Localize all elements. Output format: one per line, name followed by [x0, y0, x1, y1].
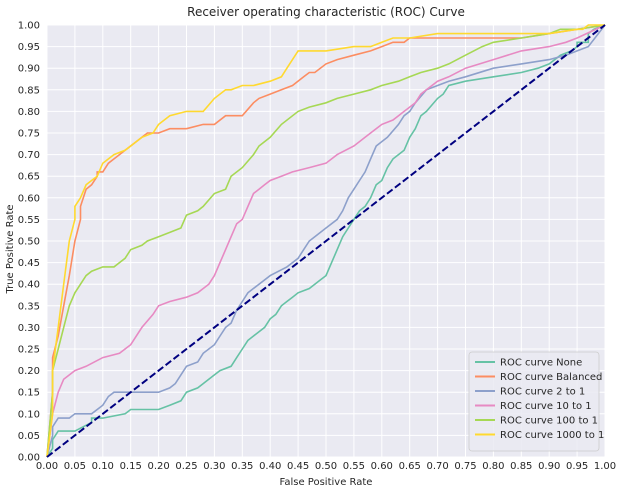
x-tick-label: 0.25: [175, 461, 197, 472]
x-tick-label: 0.65: [399, 461, 421, 472]
y-tick-label: 0.80: [18, 107, 40, 118]
y-tick-label: 0.40: [18, 280, 40, 291]
y-tick-label: 0.15: [18, 388, 40, 399]
x-tick-label: 1.00: [594, 461, 616, 472]
y-tick-label: 1.00: [18, 21, 40, 32]
x-tick-label: 0.50: [315, 461, 337, 472]
y-tick-label: 0.35: [18, 301, 40, 312]
y-tick-label: 0.25: [18, 345, 40, 356]
x-tick-label: 0.00: [36, 461, 58, 472]
legend-entry-label: ROC curve 2 to 1: [500, 387, 585, 398]
legend-entry-label: ROC curve 100 to 1: [500, 416, 598, 427]
x-tick-label: 0.70: [426, 461, 448, 472]
x-tick-label: 0.35: [231, 461, 253, 472]
y-tick-label: 0.50: [18, 237, 40, 248]
x-tick-label: 0.60: [371, 461, 393, 472]
y-tick-label: 0.70: [18, 150, 40, 161]
x-tick-label: 0.05: [64, 461, 86, 472]
x-axis-ticks: 0.00 0.05 0.10 0.15 0.20 0.25 0.30 0.35 0.40 0.45…: [36, 461, 616, 472]
y-axis-ticks: 0.00 0.05 0.10 0.15 0.20 0.25 0.30 0.35 0.40 0.45…: [18, 21, 40, 464]
x-tick-label: 0.90: [538, 461, 560, 472]
legend-entry-label: ROC curve None: [500, 358, 582, 369]
y-tick-label: 0.30: [18, 323, 40, 334]
y-tick-label: 0.00: [18, 453, 40, 464]
x-tick-label: 0.80: [482, 461, 504, 472]
legend-entry-label: ROC curve Balanced: [500, 372, 602, 383]
chart-title: Receiver operating characteristic (ROC) …: [187, 5, 465, 19]
y-tick-label: 0.95: [18, 42, 40, 53]
x-tick-label: 0.10: [92, 461, 114, 472]
x-tick-label: 0.30: [203, 461, 225, 472]
x-tick-label: 0.40: [259, 461, 281, 472]
legend-entry-label: ROC curve 1000 to 1: [500, 430, 604, 441]
legend: ROC curve None ROC curve Balanced ROC curv…: [468, 351, 604, 452]
x-tick-label: 0.55: [343, 461, 365, 472]
x-tick-label: 0.95: [566, 461, 588, 472]
roc-series-line: [46, 24, 606, 458]
y-tick-label: 0.75: [18, 129, 40, 140]
x-tick-label: 0.20: [147, 461, 169, 472]
legend-box: [468, 351, 600, 452]
roc-series-line: [46, 24, 606, 458]
y-tick-label: 0.10: [18, 409, 40, 420]
y-tick-label: 0.65: [18, 172, 40, 183]
x-tick-label: 0.45: [287, 461, 309, 472]
chance-reference-line: [46, 24, 606, 458]
y-tick-label: 0.85: [18, 85, 40, 96]
y-axis-label: True Positive Rate: [5, 204, 16, 294]
y-tick-label: 0.05: [18, 431, 40, 442]
y-tick-label: 0.55: [18, 215, 40, 226]
x-tick-label: 0.85: [510, 461, 532, 472]
roc-series-line: [46, 24, 606, 458]
x-tick-label: 0.15: [120, 461, 142, 472]
x-axis-label: False Positive Rate: [280, 477, 373, 488]
series-layer: [46, 24, 606, 458]
y-tick-label: 0.20: [18, 366, 40, 377]
roc-series-line: [46, 24, 605, 458]
roc-series-line: [46, 24, 606, 458]
y-tick-label: 0.45: [18, 258, 40, 269]
legend-entry-label: ROC curve 10 to 1: [500, 401, 592, 412]
y-tick-label: 0.90: [18, 64, 40, 75]
x-tick-label: 0.75: [454, 461, 476, 472]
y-tick-label: 0.60: [18, 193, 40, 204]
